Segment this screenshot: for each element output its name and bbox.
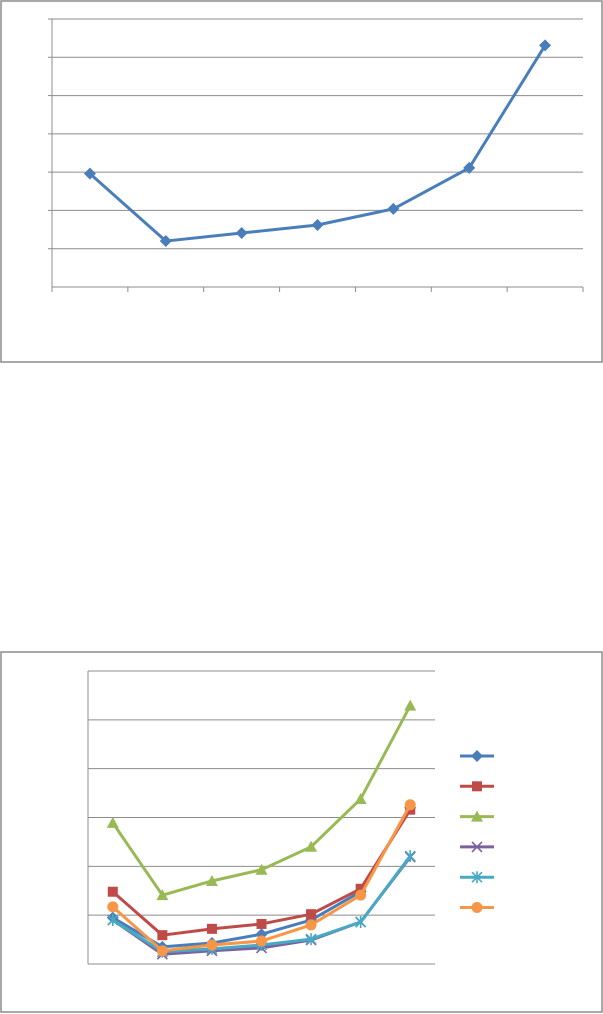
data-point <box>107 886 118 897</box>
chart-frame <box>0 0 603 363</box>
legend-marker <box>472 781 482 792</box>
data-point <box>157 930 168 941</box>
legend-marker <box>471 871 483 884</box>
data-point <box>256 918 267 929</box>
data-point <box>255 863 268 875</box>
data-point <box>539 39 552 52</box>
data-point <box>83 167 96 180</box>
data-point <box>107 901 119 913</box>
legend-entry <box>460 841 494 853</box>
chart-frame <box>0 651 603 1013</box>
legend-entry <box>460 810 494 822</box>
legend-entry <box>460 750 494 762</box>
data-point <box>205 874 218 886</box>
series-6 <box>107 799 416 957</box>
data-point <box>107 914 119 927</box>
data-point <box>305 919 317 931</box>
data-point <box>355 916 367 929</box>
series-3 <box>106 699 417 901</box>
data-point <box>311 218 324 231</box>
legend-entry <box>460 781 494 792</box>
data-point <box>404 850 416 863</box>
legend-entry <box>460 902 494 913</box>
data-point <box>354 792 367 804</box>
line-chart-2 <box>0 651 603 1013</box>
legend-marker <box>471 841 483 853</box>
legend-marker <box>471 810 483 822</box>
data-point <box>355 889 367 901</box>
line-chart-1 <box>0 0 603 363</box>
data-point <box>305 840 318 852</box>
data-point <box>206 939 218 951</box>
data-point <box>235 227 248 240</box>
series-1 <box>83 39 552 248</box>
legend-marker <box>471 902 483 913</box>
data-point <box>306 909 317 920</box>
data-point <box>404 799 416 811</box>
legend-entry <box>460 871 494 884</box>
data-point <box>387 202 400 215</box>
data-point <box>256 935 267 947</box>
data-point <box>404 699 417 711</box>
data-point <box>355 883 366 894</box>
data-point <box>156 889 169 901</box>
data-point <box>159 235 172 248</box>
data-point <box>156 945 168 957</box>
legend-marker <box>471 750 483 762</box>
data-point <box>463 161 476 174</box>
data-point <box>206 923 217 934</box>
data-point <box>305 933 317 946</box>
data-point <box>106 816 119 828</box>
